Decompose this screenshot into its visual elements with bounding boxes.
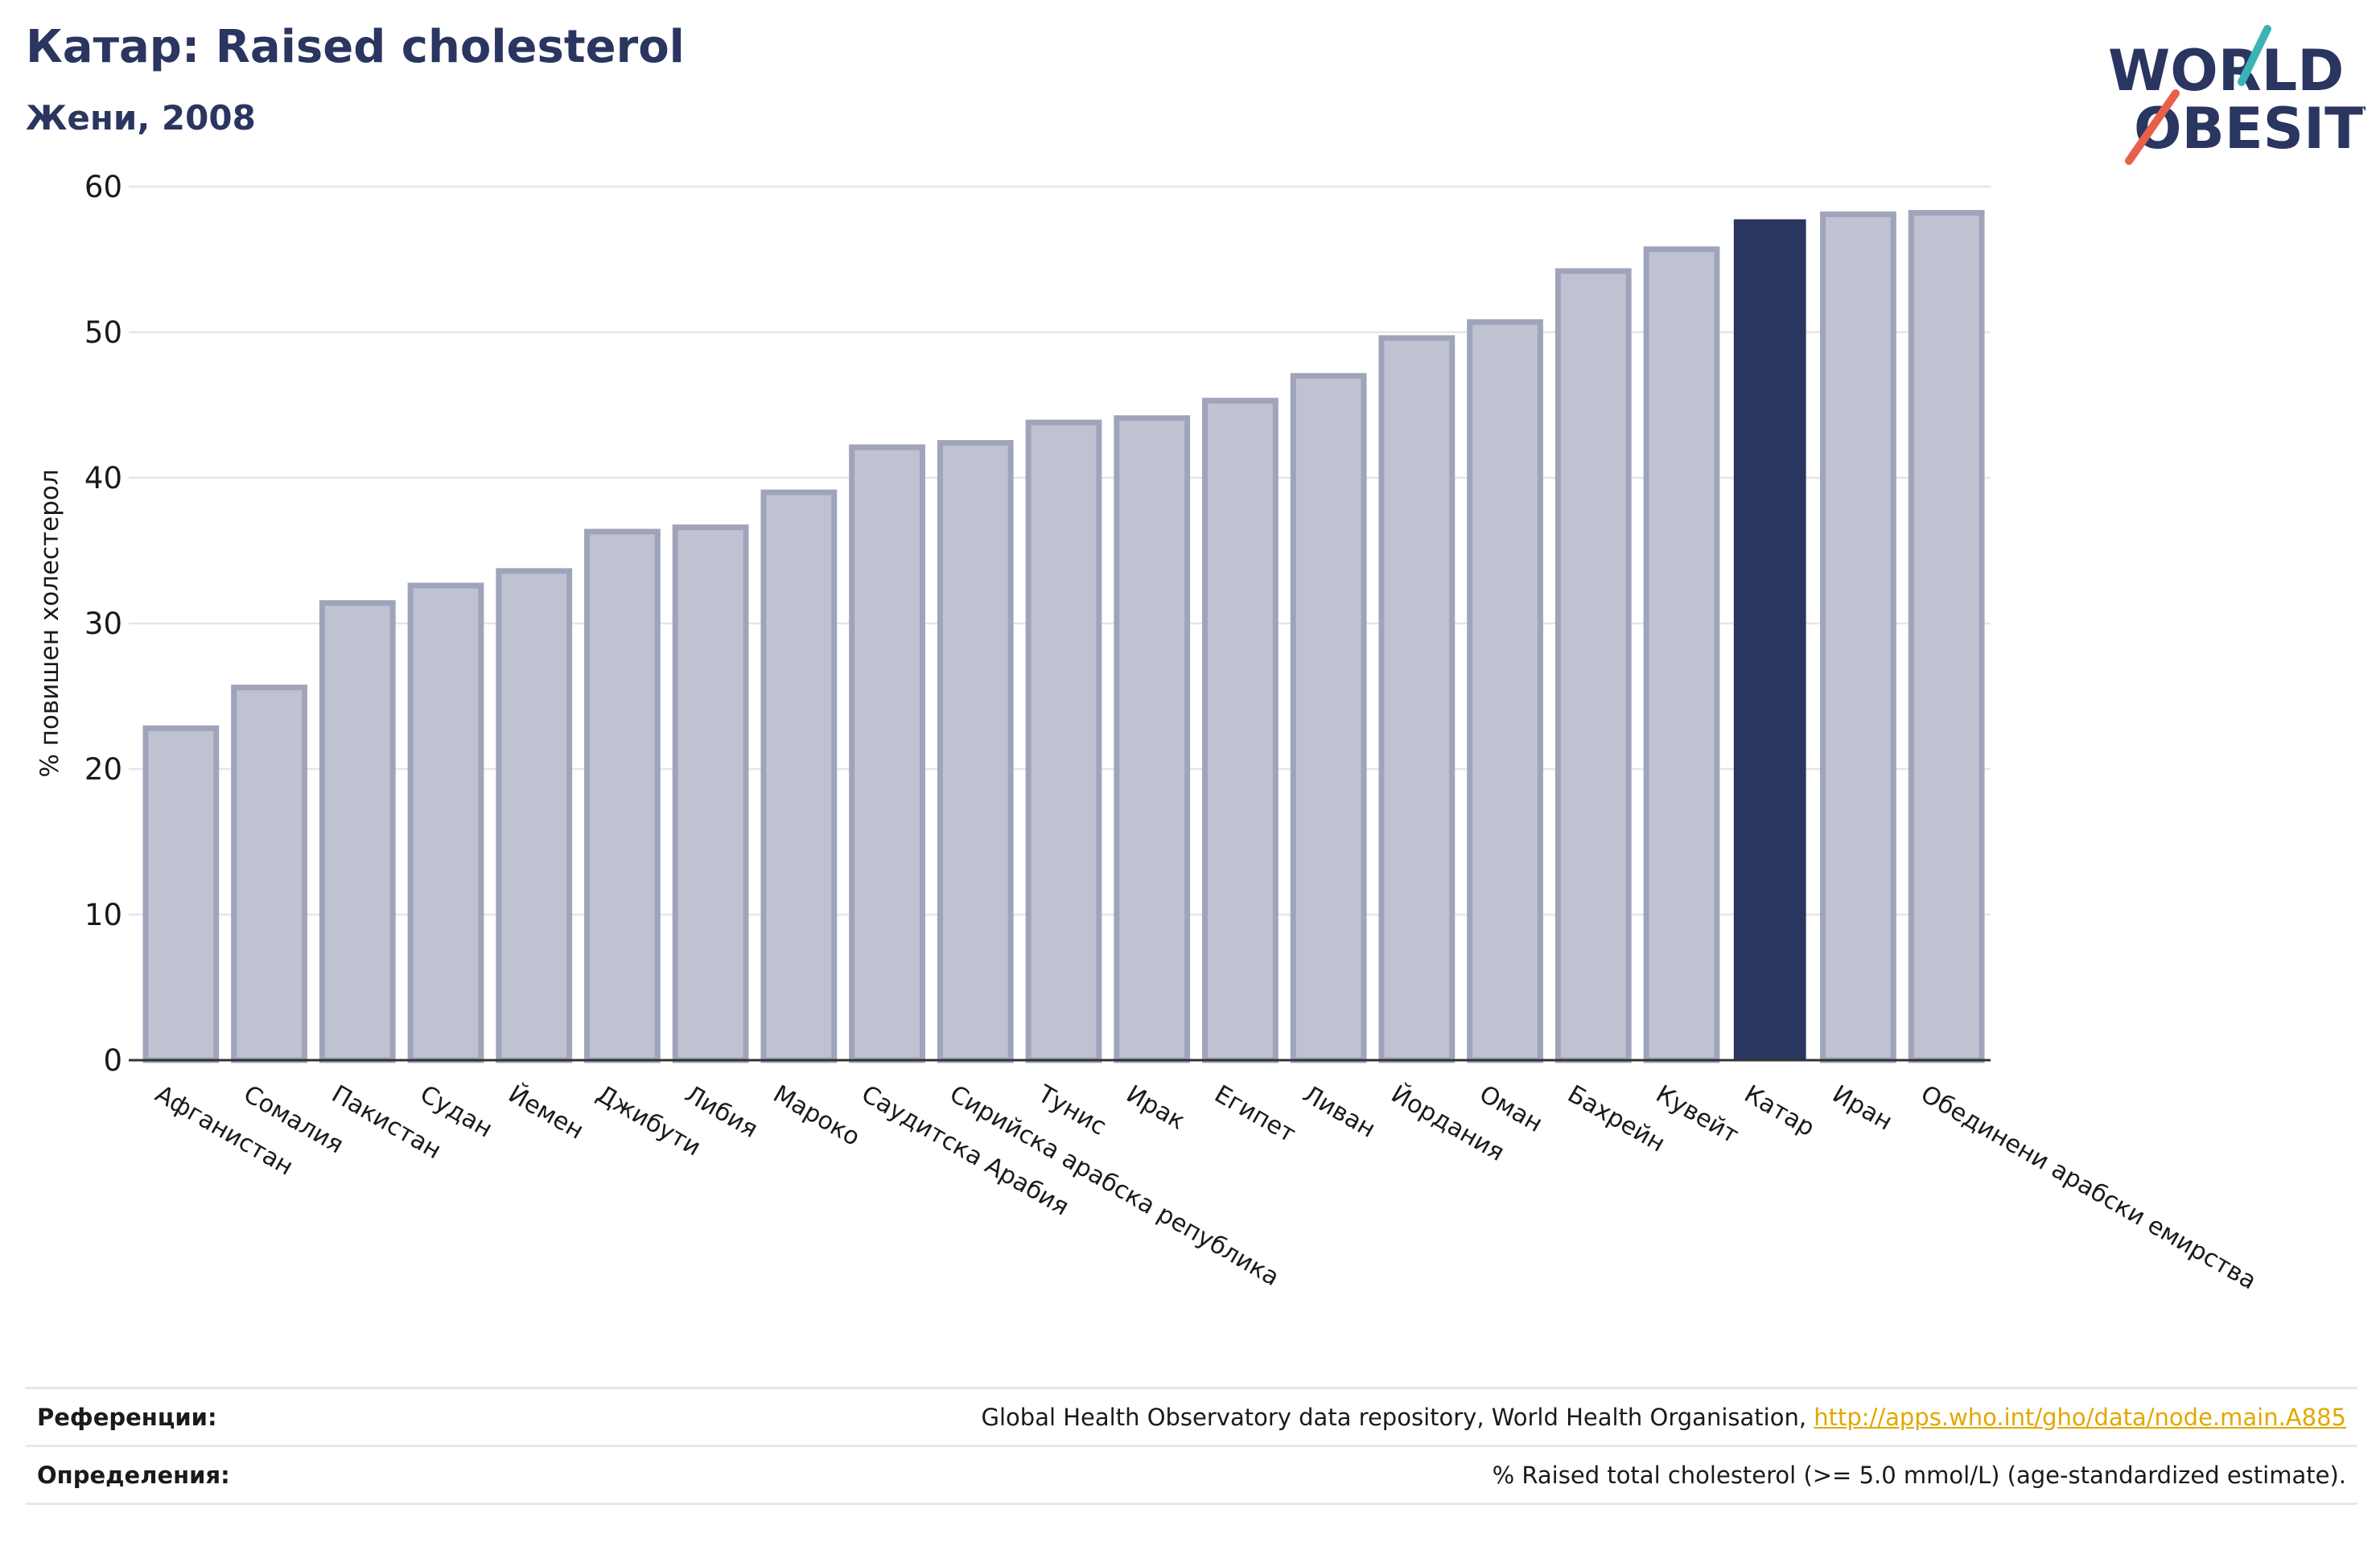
bar-0 [142,725,220,1063]
bars [142,210,1985,1063]
bar-17 [1643,246,1720,1063]
chart-subtitle: Жени, 2008 [26,98,256,138]
bar-16 [1554,268,1632,1063]
bar-13 [1290,372,1367,1063]
x-tick-label: Ливан [1298,1080,1380,1144]
bar-14 [1378,335,1456,1063]
y-tick-label: 10 [84,898,122,932]
x-tick-label: Йемен [504,1079,589,1145]
x-tick-label: Ирак [1122,1080,1190,1136]
bar-1 [231,685,307,1063]
definitions-text: % Raised total cholesterol (>= 5.0 mmol/… [1492,1461,2346,1489]
y-tick-label: 30 [84,607,122,641]
logo-slash-teal [2238,25,2271,86]
bar-15 [1467,319,1543,1063]
bar-20 [1908,210,1985,1063]
references-label: Референции: [37,1403,217,1431]
y-tick-label: 60 [84,170,122,204]
references-text: Global Health Observatory data repositor… [981,1403,1814,1431]
bar-9 [937,440,1014,1063]
bar-19 [1820,211,1896,1063]
y-axis-ticks: 0 10 20 30 40 50 60 [84,170,122,1078]
bar-2 [319,600,396,1063]
y-tick-label: 20 [84,752,122,787]
x-tick-label: Катар [1740,1080,1819,1143]
x-tick-label: Мароко [768,1080,865,1152]
bar-7 [760,489,838,1063]
logo-word-obesity: OBESITY [2134,96,2366,162]
bar-12 [1202,397,1279,1063]
logo-word-world: WORLD [2108,38,2344,104]
y-tick-label: 0 [103,1043,122,1078]
references-row: Референции: Global Health Observatory da… [26,1387,2357,1445]
bar-3 [407,582,484,1063]
world-obesity-logo: WORLD OBESITY [2108,25,2366,165]
y-axis-label: % повишен холестерол [35,469,64,777]
references-link[interactable]: http://apps.who.int/gho/data/node.main.A… [1814,1403,2346,1431]
chart-title: Катар: Raised cholesterol [26,21,685,73]
logo-slash-red [2125,89,2180,165]
x-tick-label: Иран [1827,1080,1896,1137]
y-tick-label: 50 [84,315,122,350]
x-tick-label: Обединени арабски емирства [1916,1080,2261,1296]
bar-18 [1733,219,1806,1061]
bar-5 [584,528,661,1063]
bar-8 [849,444,925,1063]
y-tick-label: 40 [84,461,122,495]
definitions-label: Определения: [37,1461,230,1489]
x-tick-label: Бахрейн [1563,1080,1670,1158]
references-value: Global Health Observatory data repositor… [982,1404,2357,1431]
bar-10 [1025,419,1102,1063]
definitions-row: Определения: % Raised total cholesterol … [26,1445,2357,1505]
bar-11 [1114,415,1191,1063]
bar-4 [496,568,573,1063]
x-tick-label: Египет [1209,1080,1300,1149]
bar-6 [672,524,749,1063]
bar-chart: 0 10 20 30 40 50 60 АфганистанСомалияПакистанС… [35,170,2261,1296]
